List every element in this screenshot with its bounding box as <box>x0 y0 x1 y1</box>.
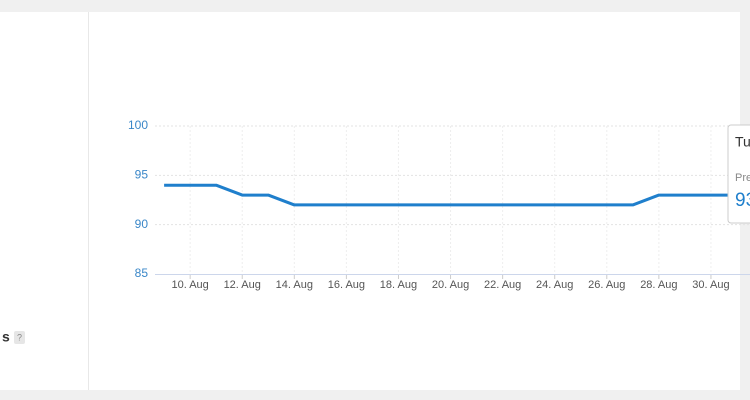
x-tick-label: 12. Aug <box>224 279 261 291</box>
tooltip-title: Tu <box>735 134 750 150</box>
tooltip-value: 93 <box>735 190 750 211</box>
x-tick-label: 28. Aug <box>640 279 677 291</box>
tooltip-box <box>727 124 750 224</box>
side-label: s <box>2 329 10 345</box>
x-tick-label: 18. Aug <box>380 279 417 291</box>
y-tick-label: 100 <box>128 118 148 132</box>
x-tick-label: 22. Aug <box>484 279 521 291</box>
line-series <box>164 183 737 207</box>
x-tick-label: 20. Aug <box>432 279 469 291</box>
help-badge[interactable] <box>14 331 25 344</box>
x-tick-label: 30. Aug <box>692 279 729 291</box>
x-tick-label: 10. Aug <box>171 279 208 291</box>
x-tick-label: 24. Aug <box>536 279 573 291</box>
x-tick-label: 16. Aug <box>328 279 365 291</box>
panel <box>0 12 740 390</box>
y-tick-label: 90 <box>135 217 149 231</box>
x-tick-label: 14. Aug <box>276 279 313 291</box>
help-icon[interactable]: ? <box>17 332 22 342</box>
y-tick-label: 85 <box>135 266 149 280</box>
tooltip-label: Pre <box>735 172 750 184</box>
x-tick-label: 26. Aug <box>588 279 625 291</box>
y-tick-label: 95 <box>135 168 149 182</box>
